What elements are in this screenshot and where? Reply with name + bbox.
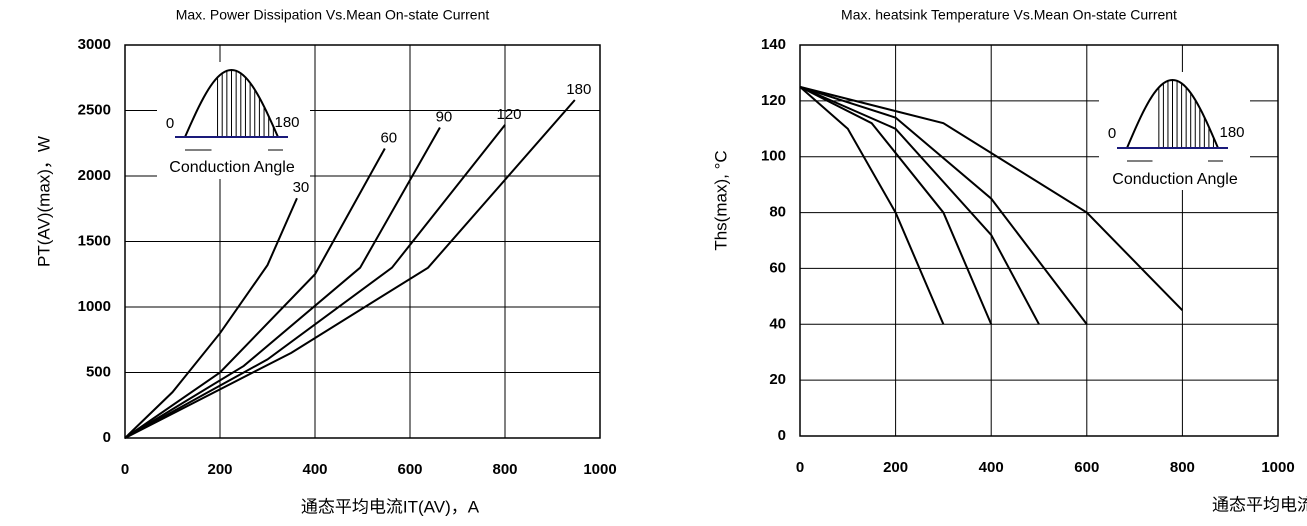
y-tick-label: 140: [761, 36, 786, 53]
curve: [124, 127, 441, 439]
x-tick-label: 0: [121, 461, 129, 478]
curve: [799, 86, 993, 325]
y-tick-label: 120: [761, 92, 786, 109]
y-tick-label: 0: [103, 429, 111, 446]
y-tick-label: 3000: [78, 36, 111, 53]
x-tick-label: 600: [397, 461, 422, 478]
y-axis-title: Ths(max), °C: [711, 150, 730, 250]
curve: [799, 85, 1088, 325]
curve-label: 180: [566, 81, 591, 98]
inset-caption: Conduction Angle: [169, 159, 295, 176]
inset-label: 180: [274, 114, 299, 131]
y-tick-label: 2500: [78, 101, 111, 118]
y-tick-label: 80: [769, 204, 786, 221]
curve: [799, 85, 1040, 325]
y-tick-label: 1500: [78, 232, 111, 249]
curve-label: 30: [293, 179, 310, 196]
x-tick-label: 200: [883, 459, 908, 476]
x-tick-label: 400: [979, 459, 1004, 476]
curve: [124, 197, 298, 439]
inset-label: 180: [1219, 124, 1244, 141]
y-tick-label: 20: [769, 371, 786, 388]
y-tick-label: 60: [769, 259, 786, 276]
inset-bg: [1099, 72, 1250, 190]
inset-label: 0: [166, 115, 174, 132]
x-axis-title: 通态平均电流IT(AV)，A: [301, 497, 480, 516]
x-tick-label: 600: [1074, 459, 1099, 476]
y-tick-label: 500: [86, 363, 111, 380]
chart-title: Max. heatsink Temperature Vs.Mean On-sta…: [841, 7, 1177, 23]
inset-bg: [157, 62, 310, 179]
y-tick-label: 1000: [78, 298, 111, 315]
curve: [124, 148, 386, 439]
curve: [799, 86, 945, 325]
y-tick-label: 40: [769, 315, 786, 332]
curve-label: 90: [436, 108, 453, 125]
x-tick-label: 400: [302, 461, 327, 478]
y-tick-label: 2000: [78, 167, 111, 184]
curve: [124, 124, 506, 439]
y-axis-title: PT(AV)(max)，W: [34, 136, 53, 267]
plot-frame: [124, 44, 601, 439]
chart-title: Max. Power Dissipation Vs.Mean On-state …: [176, 7, 490, 23]
x-tick-label: 1000: [583, 461, 616, 478]
x-tick-label: 800: [1170, 459, 1195, 476]
curve-label: 120: [496, 106, 521, 123]
curve: [124, 99, 576, 439]
curve-label: 60: [380, 129, 397, 146]
x-tick-label: 1000: [1261, 459, 1294, 476]
plot-frame: [799, 44, 1279, 437]
x-axis-title: 通态平均电流IT(AV)，A: [1212, 495, 1307, 514]
x-tick-label: 200: [207, 461, 232, 478]
y-tick-label: 0: [778, 427, 786, 444]
curve: [799, 85, 1184, 312]
x-tick-label: 800: [492, 461, 517, 478]
y-tick-label: 100: [761, 148, 786, 165]
inset-label: 0: [1108, 125, 1116, 142]
inset-caption: Conduction Angle: [1112, 171, 1238, 188]
x-tick-label: 0: [796, 459, 804, 476]
